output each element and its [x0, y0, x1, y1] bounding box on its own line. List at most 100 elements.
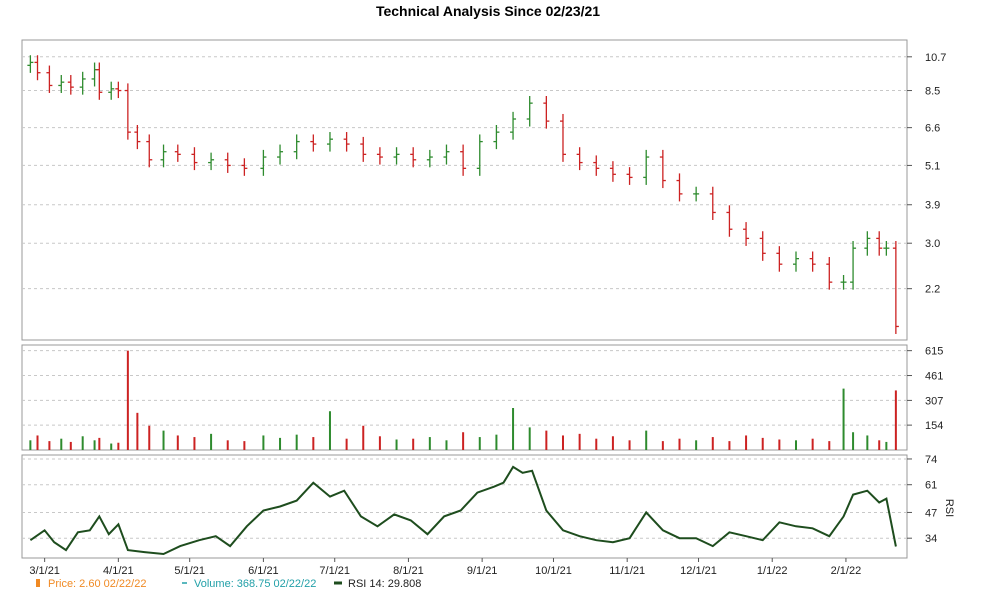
volume-bar — [48, 441, 51, 450]
volume-bar — [110, 443, 113, 450]
price-bar — [693, 186, 700, 202]
x-tick-label: 11/1/21 — [609, 565, 645, 577]
price-bar — [850, 241, 857, 290]
price-bar — [241, 158, 248, 176]
volume-bar — [695, 440, 698, 450]
x-tick-label: 8/1/21 — [393, 565, 424, 577]
volume-bar — [262, 435, 265, 450]
volume-bar — [148, 425, 151, 450]
price-bar — [160, 144, 167, 168]
x-tick-label: 5/1/21 — [174, 565, 205, 577]
price-bar — [108, 81, 115, 100]
price-bar — [343, 132, 350, 152]
x-axis-tick-labels: 3/1/21 4/1/21 5/1/21 6/1/21 7/1/21 8/1/21 9/1/… — [29, 558, 861, 577]
volume-tick-label: 307 — [925, 395, 943, 407]
volume-bar — [328, 411, 331, 450]
price-bar — [593, 155, 600, 176]
price-bar — [277, 144, 284, 165]
price-bar — [526, 95, 533, 127]
price-bar — [643, 149, 650, 185]
volume-bar — [312, 437, 315, 450]
price-bar — [676, 173, 683, 202]
volume-bar — [745, 435, 748, 450]
volume-bar — [93, 440, 96, 450]
price-panel-frame — [21, 39, 908, 341]
rsi-panel-frame — [21, 454, 908, 559]
volume-bar — [378, 436, 381, 450]
volume-bar — [878, 440, 881, 450]
price-bar — [67, 75, 74, 95]
price-bar — [826, 257, 833, 290]
volume-bar — [36, 435, 39, 450]
price-bar — [146, 134, 153, 168]
volume-bar — [81, 436, 84, 450]
price-tick-label: 5.1 — [925, 160, 940, 172]
volume-bar — [778, 439, 781, 450]
volume-bar — [628, 440, 631, 450]
price-bar — [310, 134, 317, 152]
price-bar — [46, 65, 53, 93]
x-tick-label: 7/1/21 — [319, 565, 350, 577]
price-bar — [393, 147, 400, 165]
volume-bar — [561, 435, 564, 450]
price-bar — [34, 55, 41, 81]
price-bar — [426, 149, 433, 168]
x-tick-label: 6/1/21 — [248, 565, 279, 577]
price-bar — [864, 231, 871, 256]
price-tick-label: 2.2 — [925, 284, 940, 296]
price-bar — [410, 147, 417, 168]
volume-bar — [578, 433, 581, 450]
volume-bar — [362, 425, 365, 450]
price-bar — [793, 251, 800, 272]
price-tick-labels: 10.7 8.5 6.6 5.1 3.9 3.0 2.2 — [907, 52, 946, 296]
volume-bar — [462, 432, 465, 450]
volume-bar — [478, 437, 481, 450]
volume-bar — [842, 388, 845, 450]
price-bar — [96, 62, 103, 100]
volume-bar-series — [29, 350, 897, 450]
volume-bar — [661, 441, 664, 450]
price-bar — [493, 124, 500, 150]
price-bar — [326, 132, 333, 152]
volume-bar — [795, 440, 798, 450]
price-bar — [510, 111, 517, 140]
price-tick-label: 6.6 — [925, 123, 940, 135]
x-tick-label: 10/1/21 — [535, 565, 572, 577]
legend-swatch — [36, 579, 40, 587]
price-bar — [443, 144, 450, 165]
legend: Price: 2.60 02/22/22 Volume: 368.75 02/22… — [36, 578, 421, 590]
volume-bar — [136, 412, 139, 450]
x-tick-label: 9/1/21 — [467, 565, 498, 577]
price-bar — [576, 147, 583, 171]
rsi-tick-label: 34 — [925, 533, 937, 545]
volume-bar — [162, 430, 165, 450]
price-bar — [726, 205, 733, 237]
price-bar — [360, 136, 367, 162]
volume-bar — [545, 430, 548, 450]
price-bar — [892, 241, 899, 334]
price-bar — [840, 274, 847, 290]
rsi-tick-label: 47 — [925, 507, 937, 519]
rsi-tick-labels: 74 61 47 34 — [907, 454, 937, 545]
volume-bar — [761, 437, 764, 450]
volume-bar — [243, 441, 246, 450]
volume-bar — [60, 438, 63, 450]
volume-bar — [885, 441, 888, 450]
volume-bar — [395, 439, 398, 450]
price-bar — [376, 147, 383, 165]
volume-bar — [428, 437, 431, 450]
price-bar — [124, 83, 131, 140]
volume-bar — [29, 440, 32, 450]
volume-bar — [345, 438, 348, 450]
x-tick-label: 1/1/22 — [757, 565, 788, 577]
price-bar — [460, 144, 467, 176]
price-bar — [809, 251, 816, 272]
rsi-tick-label: 61 — [925, 480, 937, 492]
volume-bar — [412, 438, 415, 450]
price-ohlc-series — [27, 55, 899, 334]
volume-bar — [279, 437, 282, 450]
price-bar — [134, 124, 141, 150]
price-bar — [883, 241, 890, 256]
volume-bar — [512, 408, 515, 450]
